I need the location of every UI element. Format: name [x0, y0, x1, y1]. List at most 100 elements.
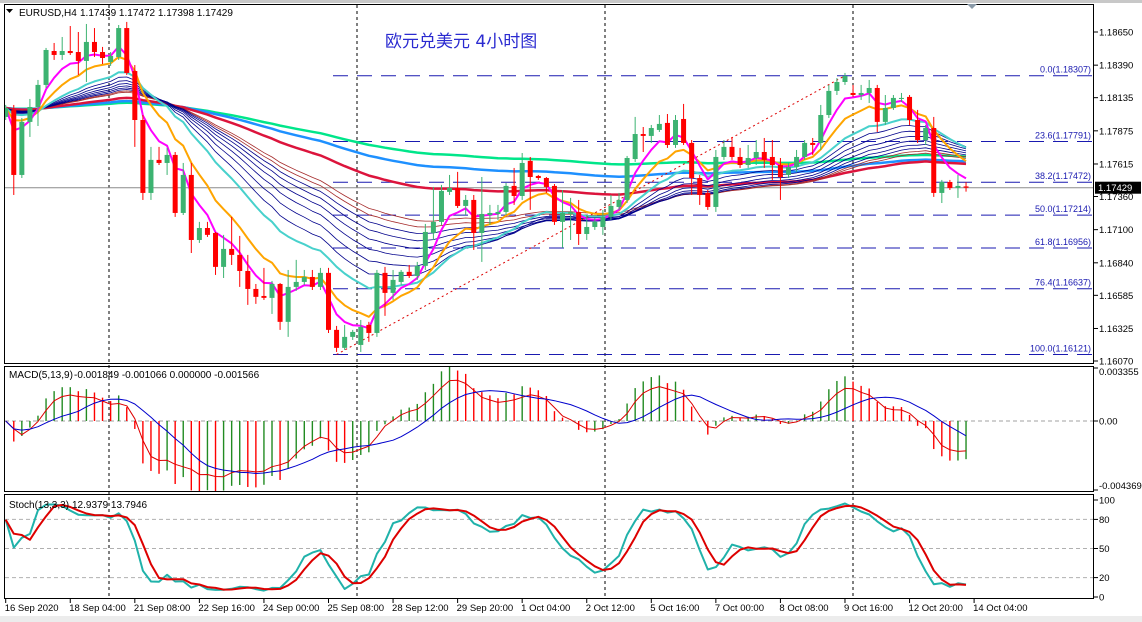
- stoch-pane[interactable]: [4, 494, 1094, 599]
- candle-body: [931, 128, 937, 193]
- candle: [761, 137, 767, 168]
- candle-body: [721, 146, 727, 157]
- candle-body: [326, 272, 331, 330]
- candle-body: [737, 156, 743, 166]
- candle-body: [455, 187, 461, 206]
- candle-body: [785, 166, 791, 175]
- candle-body: [939, 181, 945, 193]
- candle-body: [358, 326, 364, 345]
- candle-body: [568, 211, 574, 214]
- candle-body: [705, 192, 711, 207]
- fib-trendline: [336, 75, 846, 355]
- candle: [108, 52, 114, 66]
- ohlc-readout: 1.17439 1.17472 1.17398 1.17429: [80, 8, 233, 19]
- candle: [301, 269, 307, 285]
- candle-body: [237, 254, 243, 271]
- candle-body: [834, 81, 840, 91]
- candle: [608, 194, 614, 220]
- candle: [67, 26, 73, 55]
- candle: [91, 28, 97, 57]
- candle: [850, 84, 856, 97]
- candle-body: [624, 157, 630, 200]
- candle: [495, 204, 501, 220]
- current-price-box: [1095, 181, 1141, 194]
- candle-body: [196, 227, 202, 240]
- candle-body: [390, 279, 396, 293]
- candle-body: [285, 286, 291, 322]
- candle-body: [761, 151, 767, 160]
- price-tick-label: 1.17360: [1099, 192, 1133, 203]
- candle: [826, 84, 832, 118]
- candle: [947, 179, 953, 190]
- candle: [148, 146, 154, 200]
- candle: [164, 147, 170, 175]
- stoch-tick-label: 50: [1099, 544, 1110, 555]
- candle: [438, 184, 444, 225]
- candle-body: [229, 248, 235, 255]
- candle-body: [11, 109, 17, 175]
- candle: [874, 84, 880, 132]
- candle-body: [277, 283, 283, 322]
- candle-body: [398, 271, 404, 282]
- candle-body: [794, 156, 800, 167]
- time-tick-label: 14 Oct 04:00: [973, 603, 1027, 614]
- candle: [11, 104, 17, 195]
- candle: [156, 146, 162, 166]
- bottom-strip: [0, 616, 1142, 622]
- candle-body: [350, 331, 356, 337]
- candle: [963, 182, 969, 192]
- candle-body: [664, 122, 670, 145]
- candle-body: [745, 157, 751, 166]
- time-tick-label: 21 Sep 08:00: [134, 603, 191, 614]
- candle: [196, 221, 202, 243]
- dropdown-triangle-icon[interactable]: [6, 9, 13, 13]
- candle: [777, 157, 783, 200]
- candle-body: [519, 162, 525, 196]
- candle-body: [915, 119, 921, 141]
- main-pane[interactable]: [4, 4, 1094, 364]
- candle: [334, 325, 340, 352]
- fib-level-label: 23.6(1.17791): [1035, 131, 1091, 141]
- candle: [463, 194, 469, 215]
- candle-body: [471, 199, 477, 233]
- candle-body: [221, 248, 227, 267]
- candle-body: [269, 283, 275, 298]
- price-tick-label: 1.17615: [1099, 159, 1133, 170]
- candle: [640, 127, 646, 152]
- price-tick-label: 1.18650: [1099, 28, 1133, 39]
- candle: [35, 79, 41, 126]
- stoch-tick-label: 80: [1099, 515, 1110, 526]
- candle-body: [681, 118, 687, 143]
- macd-tick-label: -0.004369: [1099, 481, 1142, 492]
- candle-body: [697, 178, 703, 195]
- candle: [116, 24, 122, 60]
- candle-body: [495, 211, 501, 214]
- candle-body: [535, 175, 541, 179]
- candle-body: [374, 272, 380, 333]
- candle-body: [67, 51, 73, 54]
- candle: [624, 155, 630, 204]
- candle-body: [116, 28, 122, 57]
- candle: [326, 267, 331, 333]
- candle: [810, 137, 816, 155]
- candle-body: [907, 96, 913, 120]
- candle-body: [608, 205, 614, 217]
- time-tick-label: 16 Sep 2020: [5, 603, 59, 614]
- candle: [406, 264, 412, 278]
- candle: [729, 136, 735, 160]
- one-click-trading-toggle-icon[interactable]: [967, 4, 977, 9]
- candle-body: [317, 272, 323, 287]
- current-price-label: 1.17429: [1098, 183, 1132, 194]
- candle: [915, 109, 921, 143]
- stoch-values: 12.9379 13.7946: [72, 500, 148, 511]
- candle-body: [422, 231, 428, 266]
- candle: [277, 282, 283, 330]
- candle-body: [414, 265, 420, 276]
- macd-pane[interactable]: [4, 366, 1094, 492]
- candle-body: [874, 87, 880, 122]
- candle: [794, 149, 800, 172]
- time-tick-label: 12 Oct 20:00: [909, 603, 963, 614]
- time-tick-label: 9 Oct 16:00: [844, 603, 893, 614]
- candle-body: [148, 159, 154, 193]
